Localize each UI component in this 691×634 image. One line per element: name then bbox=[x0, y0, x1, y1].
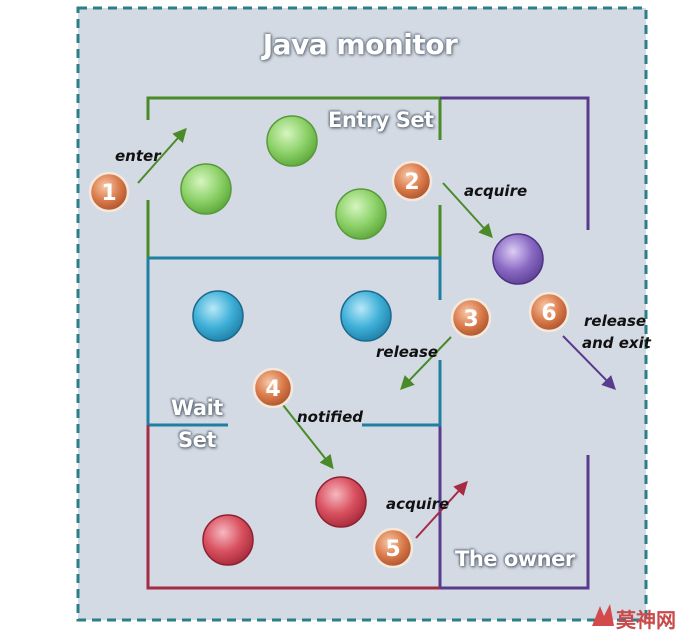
release-exit-label-line1: release bbox=[584, 312, 647, 330]
diagram-title: Java monitor bbox=[262, 28, 458, 61]
owner-border bbox=[438, 96, 590, 590]
wait-set-label-line2: Set bbox=[178, 428, 216, 452]
waiting-thread bbox=[192, 290, 244, 342]
step-number: 2 bbox=[404, 170, 419, 195]
acquire-label: acquire bbox=[464, 182, 528, 200]
watermark-logo-icon bbox=[592, 604, 614, 626]
step-number: 3 bbox=[463, 307, 478, 332]
release-label: release bbox=[376, 343, 439, 361]
acquire-arrow bbox=[442, 182, 493, 239]
notified-arrow bbox=[282, 404, 334, 470]
notified-thread bbox=[315, 476, 367, 528]
notified-thread bbox=[202, 514, 254, 566]
entry-set-label: Entry Set bbox=[328, 108, 434, 132]
release-exit-arrow bbox=[562, 335, 616, 390]
enter-arrow bbox=[137, 127, 187, 184]
step-number: 6 bbox=[541, 301, 556, 326]
enter-label: enter bbox=[115, 147, 161, 165]
step-number: 4 bbox=[265, 377, 280, 402]
wait-set-label-line1: Wait bbox=[171, 396, 223, 420]
step-number: 5 bbox=[385, 537, 400, 562]
step-badge: 6 bbox=[528, 291, 570, 333]
step-badge: 1 bbox=[88, 171, 130, 213]
entry-thread bbox=[266, 115, 318, 167]
entry-thread bbox=[180, 163, 232, 215]
step-badge: 3 bbox=[450, 297, 492, 339]
step-badge: 5 bbox=[372, 527, 414, 569]
reacquire-arrow bbox=[415, 480, 468, 539]
owner-label: The owner bbox=[455, 547, 575, 571]
step-badge: 2 bbox=[391, 160, 433, 202]
step-number: 1 bbox=[101, 181, 116, 206]
entry-set-border bbox=[146, 96, 442, 258]
step-badge: 4 bbox=[252, 367, 294, 409]
entry-thread bbox=[335, 188, 387, 240]
release-exit-label-line2: and exit bbox=[582, 334, 651, 352]
waiting-thread bbox=[340, 290, 392, 342]
notified-region-border bbox=[146, 425, 440, 590]
owner-thread bbox=[492, 233, 544, 285]
release-arrow bbox=[400, 336, 452, 391]
watermark-text: 莫神网 bbox=[616, 608, 676, 632]
reacquire-label: acquire bbox=[386, 495, 450, 513]
notified-label: notified bbox=[297, 408, 364, 426]
